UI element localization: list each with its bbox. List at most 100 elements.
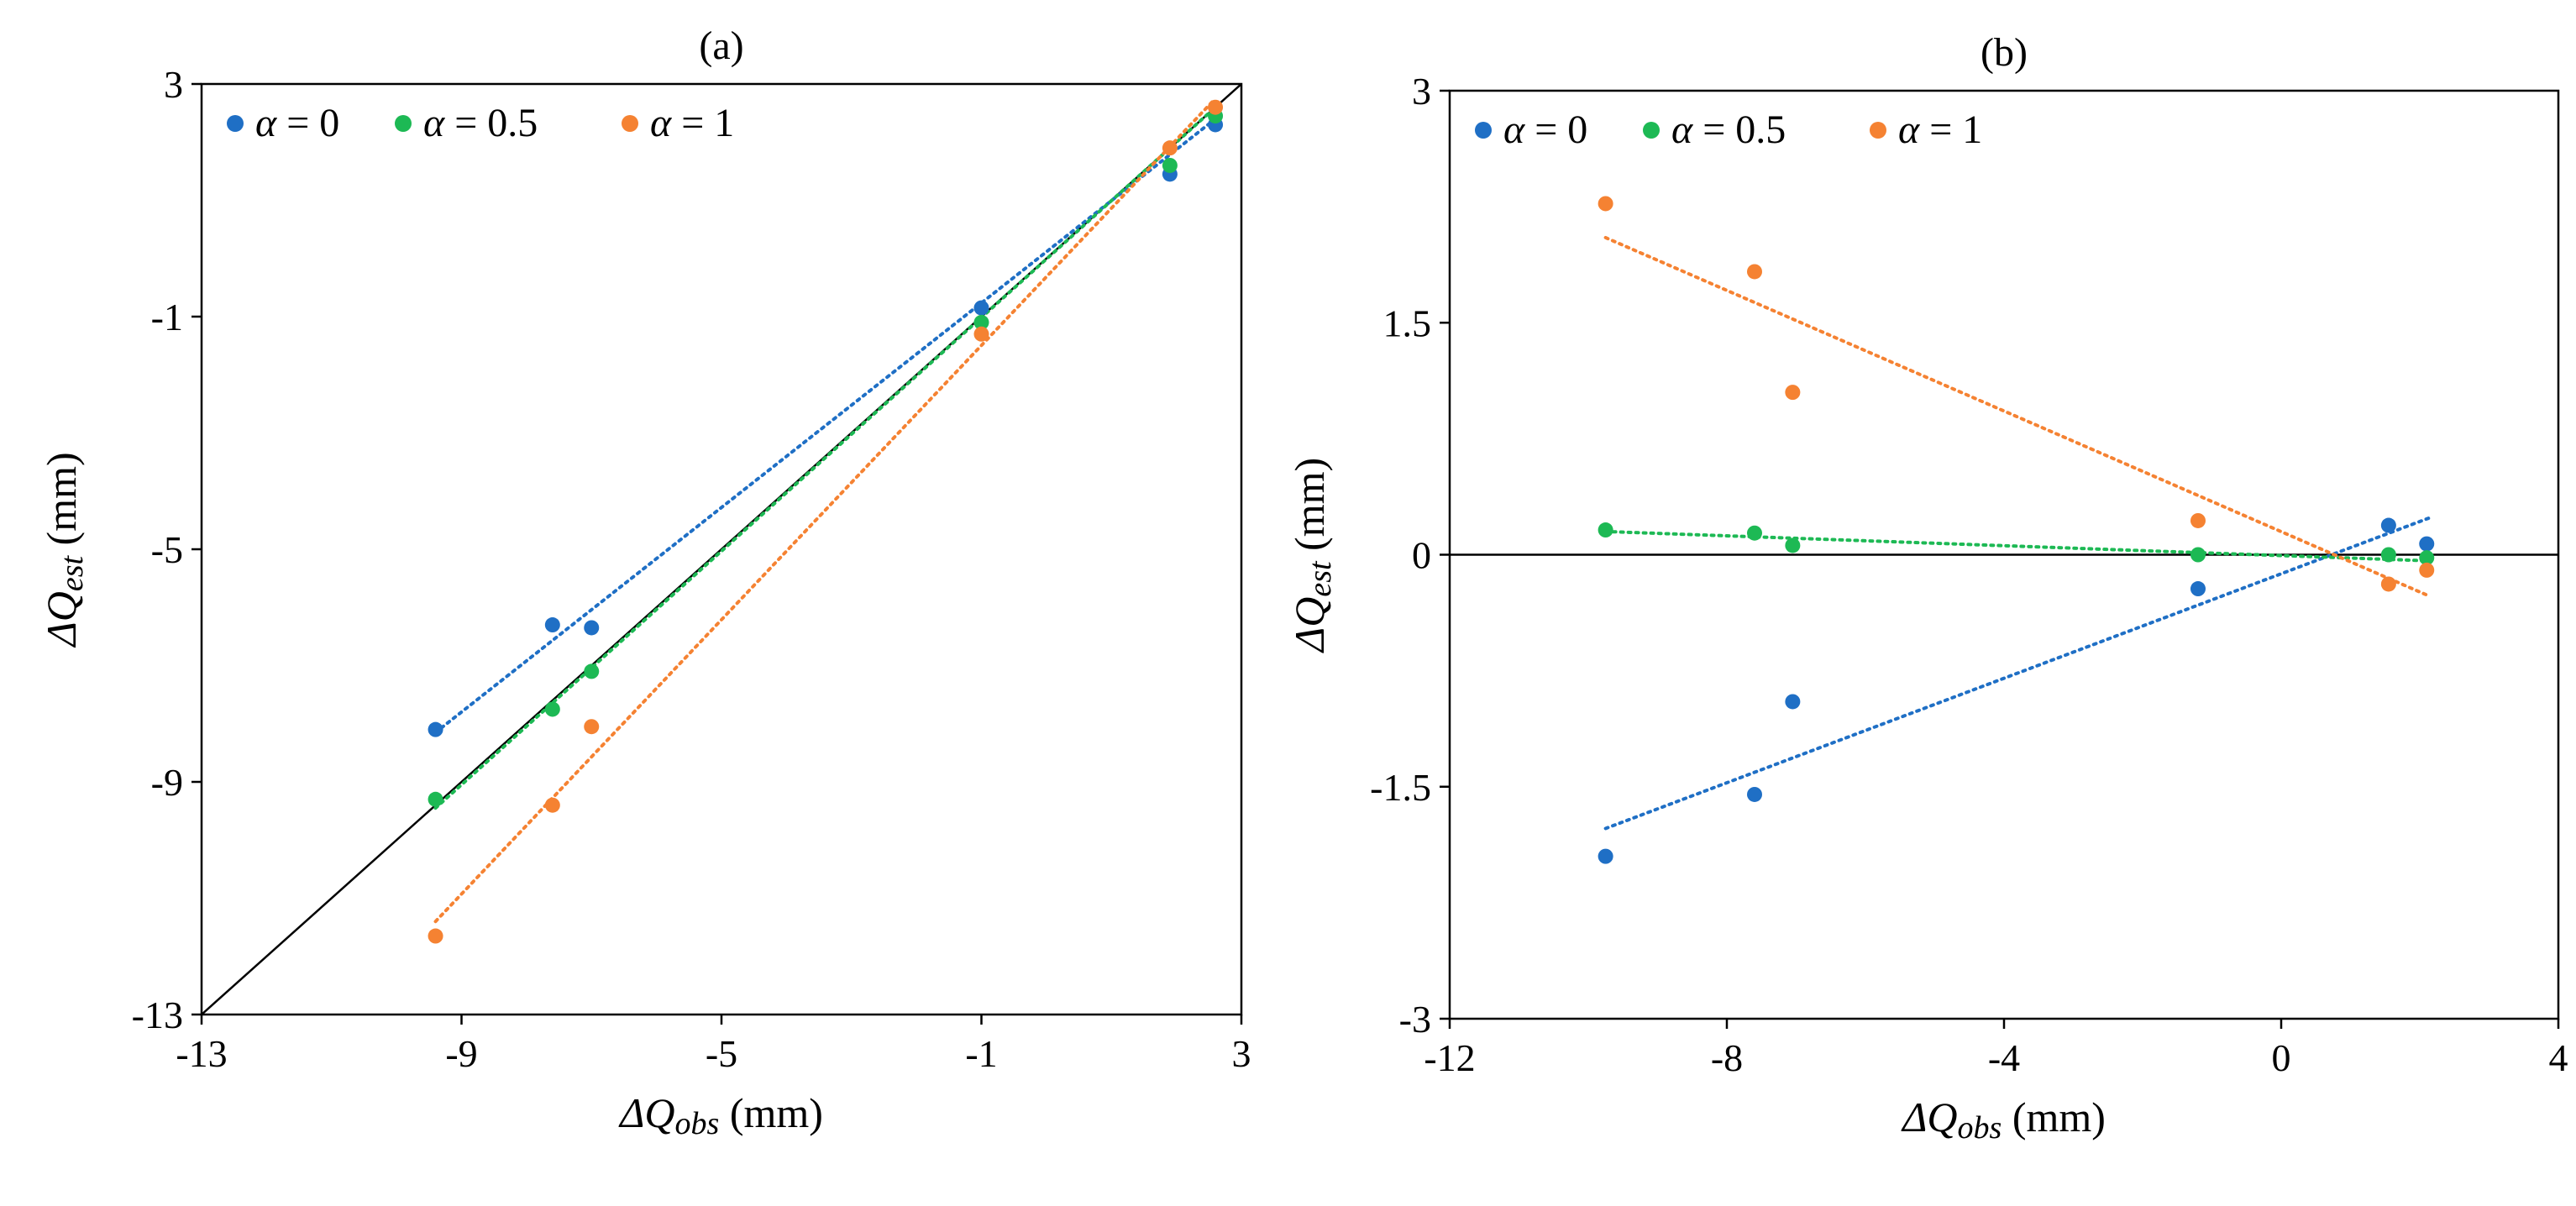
y-axis-unit: (mm) (1286, 458, 1333, 562)
point-series-0-2 (1785, 694, 1801, 710)
x-tick-label: -12 (1424, 1036, 1475, 1079)
y-axis-subscript: est (55, 555, 90, 592)
x-tick-label: -4 (1988, 1036, 2020, 1079)
x-tick-label: -8 (1711, 1036, 1743, 1079)
point-series-0-1 (1747, 786, 1762, 802)
point-series-1-5 (2419, 550, 2435, 566)
legend-marker (395, 115, 412, 132)
legend-label: α = 0 (1503, 107, 1587, 152)
legend-item-1: α = 0.5 (1643, 107, 1786, 152)
legend-marker (622, 115, 638, 132)
point-series-1-4 (2380, 547, 2396, 563)
point-series-2-4 (2380, 576, 2396, 592)
legend-label: α = 0.5 (423, 101, 538, 145)
trendline-series-1 (433, 105, 1218, 810)
legend-item-0: α = 0 (1475, 107, 1587, 152)
point-series-2-0 (428, 928, 443, 944)
point-series-2-5 (2419, 562, 2435, 578)
x-axis-symbol: ΔQ (1901, 1093, 1957, 1140)
point-series-1-2 (1785, 537, 1801, 553)
y-tick-label: 0 (1412, 534, 1431, 577)
x-axis-unit: (mm) (719, 1089, 823, 1136)
y-tick-label: -13 (132, 994, 183, 1036)
point-series-1-3 (2190, 547, 2206, 563)
legend-item-2: α = 1 (1870, 107, 1982, 152)
y-tick-label: -5 (151, 528, 183, 571)
point-series-0-1 (544, 617, 560, 633)
x-axis-unit: (mm) (2002, 1093, 2106, 1140)
x-tick-label: -1 (965, 1032, 997, 1075)
point-series-0-0 (428, 721, 443, 737)
x-tick-label: -13 (176, 1032, 227, 1075)
y-tick-label: -1.5 (1370, 766, 1431, 809)
y-tick-label: -9 (151, 761, 183, 804)
point-series-1-1 (544, 701, 560, 717)
point-series-0-2 (584, 620, 600, 636)
x-axis-subscript: obs (675, 1106, 720, 1141)
point-series-2-3 (2190, 512, 2206, 528)
legend-label: α = 1 (650, 101, 734, 145)
x-tick-label: 4 (2549, 1036, 2568, 1079)
point-series-2-1 (1747, 264, 1762, 280)
legend-value: = 0 (1524, 107, 1587, 152)
y-tick-label: 3 (164, 63, 183, 106)
x-axis-symbol: ΔQ (618, 1089, 674, 1136)
point-series-2-2 (1785, 385, 1801, 401)
trendline-series-2 (1603, 235, 2432, 599)
legend-marker (227, 115, 244, 132)
x-tick-label: -5 (706, 1032, 737, 1075)
legend-item-0: α = 0 (227, 101, 339, 145)
trendline-series-0 (433, 117, 1218, 735)
y-tick-label: -1 (151, 296, 183, 338)
plot-area (202, 84, 1241, 1015)
point-series-2-3 (973, 326, 989, 342)
point-series-0-3 (2190, 581, 2206, 597)
y-axis-symbol: ΔQ (1286, 597, 1333, 653)
legend-value: = 0.5 (1692, 107, 1786, 152)
legend-value: = 1 (671, 101, 734, 145)
trendline-series-1 (1603, 529, 2432, 563)
legend-value: = 0.5 (444, 101, 538, 145)
point-series-2-5 (1208, 99, 1224, 115)
point-series-2-4 (1162, 140, 1178, 156)
y-tick-label: -3 (1399, 998, 1431, 1041)
y-tick-label: 3 (1412, 70, 1431, 113)
panel-title: (a) (699, 24, 743, 68)
plot-area (1450, 196, 2558, 864)
x-tick-label: 0 (2272, 1036, 2291, 1079)
legend-marker (1870, 122, 1886, 139)
point-series-0-5 (2419, 536, 2435, 552)
panel-title: (b) (1981, 30, 2028, 75)
point-series-0-4 (2380, 517, 2396, 533)
point-series-1-4 (1162, 157, 1178, 173)
y-axis-unit: (mm) (38, 452, 85, 556)
legend-symbol: α (1503, 107, 1525, 152)
point-series-1-2 (584, 663, 600, 679)
point-series-2-2 (584, 719, 600, 735)
trendline-series-2 (433, 97, 1218, 924)
legend-symbol: α (255, 101, 277, 145)
legend-symbol: α (1671, 107, 1693, 152)
legend-label: α = 0 (255, 101, 339, 145)
point-series-0-0 (1598, 848, 1613, 864)
legend-label: α = 1 (1898, 107, 1982, 152)
legend-item-1: α = 0.5 (395, 101, 538, 145)
y-axis-label: ΔQest (mm) (1286, 458, 1338, 653)
legend-value: = 0 (276, 101, 339, 145)
point-series-1-0 (1598, 522, 1613, 538)
legend-marker (1475, 122, 1492, 139)
legend-symbol: α (650, 101, 672, 145)
point-series-1-0 (428, 791, 443, 807)
x-axis-subscript: obs (1958, 1110, 2002, 1146)
legend-symbol: α (1898, 107, 1920, 152)
y-axis-subscript: est (1303, 560, 1338, 597)
x-axis-label: ΔQobs (mm) (1901, 1093, 2106, 1146)
legend-marker (1643, 122, 1660, 139)
legend-symbol: α (423, 101, 445, 145)
point-series-1-1 (1747, 525, 1762, 541)
